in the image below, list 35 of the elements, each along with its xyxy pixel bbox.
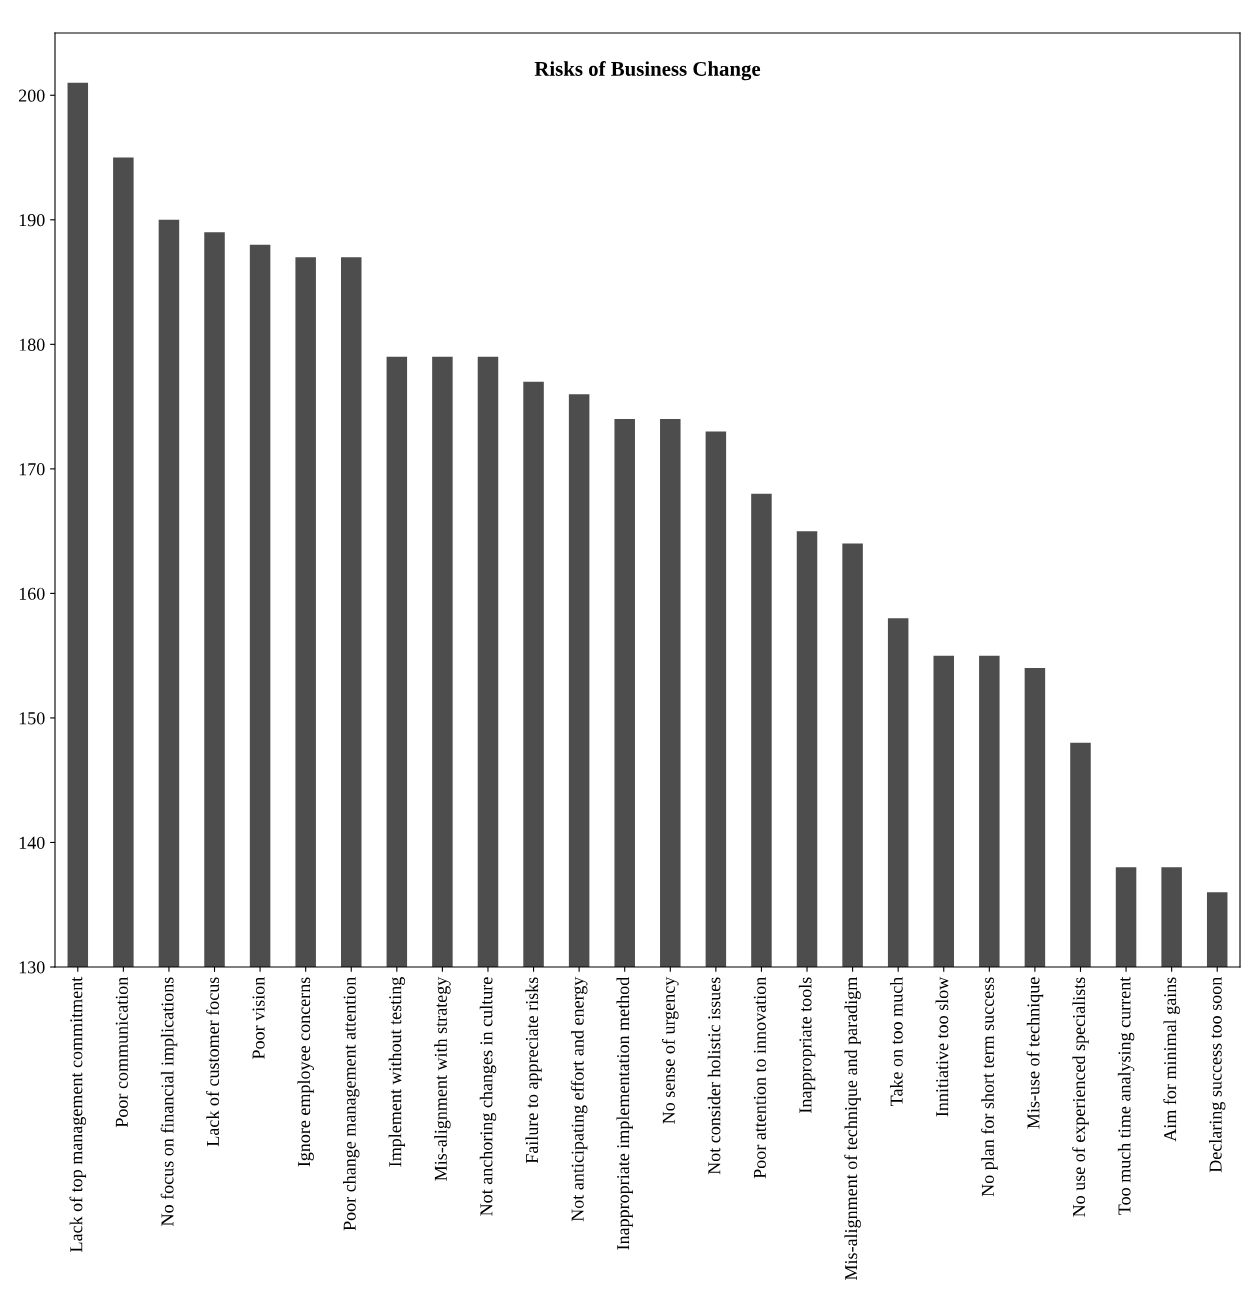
x-tick-label: Not anticipating effort and energy [570,976,588,1222]
x-tick-label: Not consider holistic issues [707,977,721,1175]
x-tick-label: Inappropriate implementation method [616,976,633,1250]
x-tick-label: Implement without testing [388,977,406,1167]
x-tick-label: Inappropriate tools [798,977,816,1113]
y-tick-label: 170 [19,463,45,476]
x-tick-label: Not anchoring changes in culture [479,977,497,1216]
x-tick-label: Poor change management attention [343,977,360,1231]
x-tick-label: Ignore employee concerns [297,977,314,1167]
text: Risks of Business Change [534,61,761,81]
y-tick-label: 180 [19,338,45,351]
x-tick-label: Too much time analysing current [1117,976,1135,1215]
x-tick-label: Mis-alignment of technique and paradigm [844,977,861,1281]
x-tick-label: Lack of top management commitment [69,976,87,1252]
x-tick-label: Aim for minimal gains [1163,977,1180,1142]
y-tick-label: 190 [19,214,45,227]
y-tick-label: 150 [19,712,45,725]
x-tick-label: No focus on financial implications [160,977,178,1226]
y-tick-label: 130 [19,961,45,974]
x-tick-label: Declaring success too soon [1209,977,1226,1173]
x-tick-label: No use of experienced specialists [1072,977,1089,1217]
x-tick-label: Poor communication [115,977,128,1128]
x-tick-label: No sense of urgency [661,976,679,1124]
x-tick-label: Poor attention to innovation [753,976,766,1179]
x-tick-label: Poor vision [252,976,265,1059]
x-tick-label: Lack of customer focus [206,977,220,1147]
y-tick-label: 200 [18,89,45,102]
x-tick-label: Mis-alignment with strategy [434,976,451,1181]
y-tick-label: 140 [19,836,45,849]
x-tick-label: Failure to appreciate risks [525,977,542,1164]
y-tick-label: 160 [19,587,45,600]
x-tick-label: No plan for short term success [981,977,998,1197]
x-tick-label: Mis-use of technique [1026,977,1044,1129]
x-tick-label: Take on too much [889,976,903,1106]
x-tick-label: Innitiative too slow [935,976,949,1117]
